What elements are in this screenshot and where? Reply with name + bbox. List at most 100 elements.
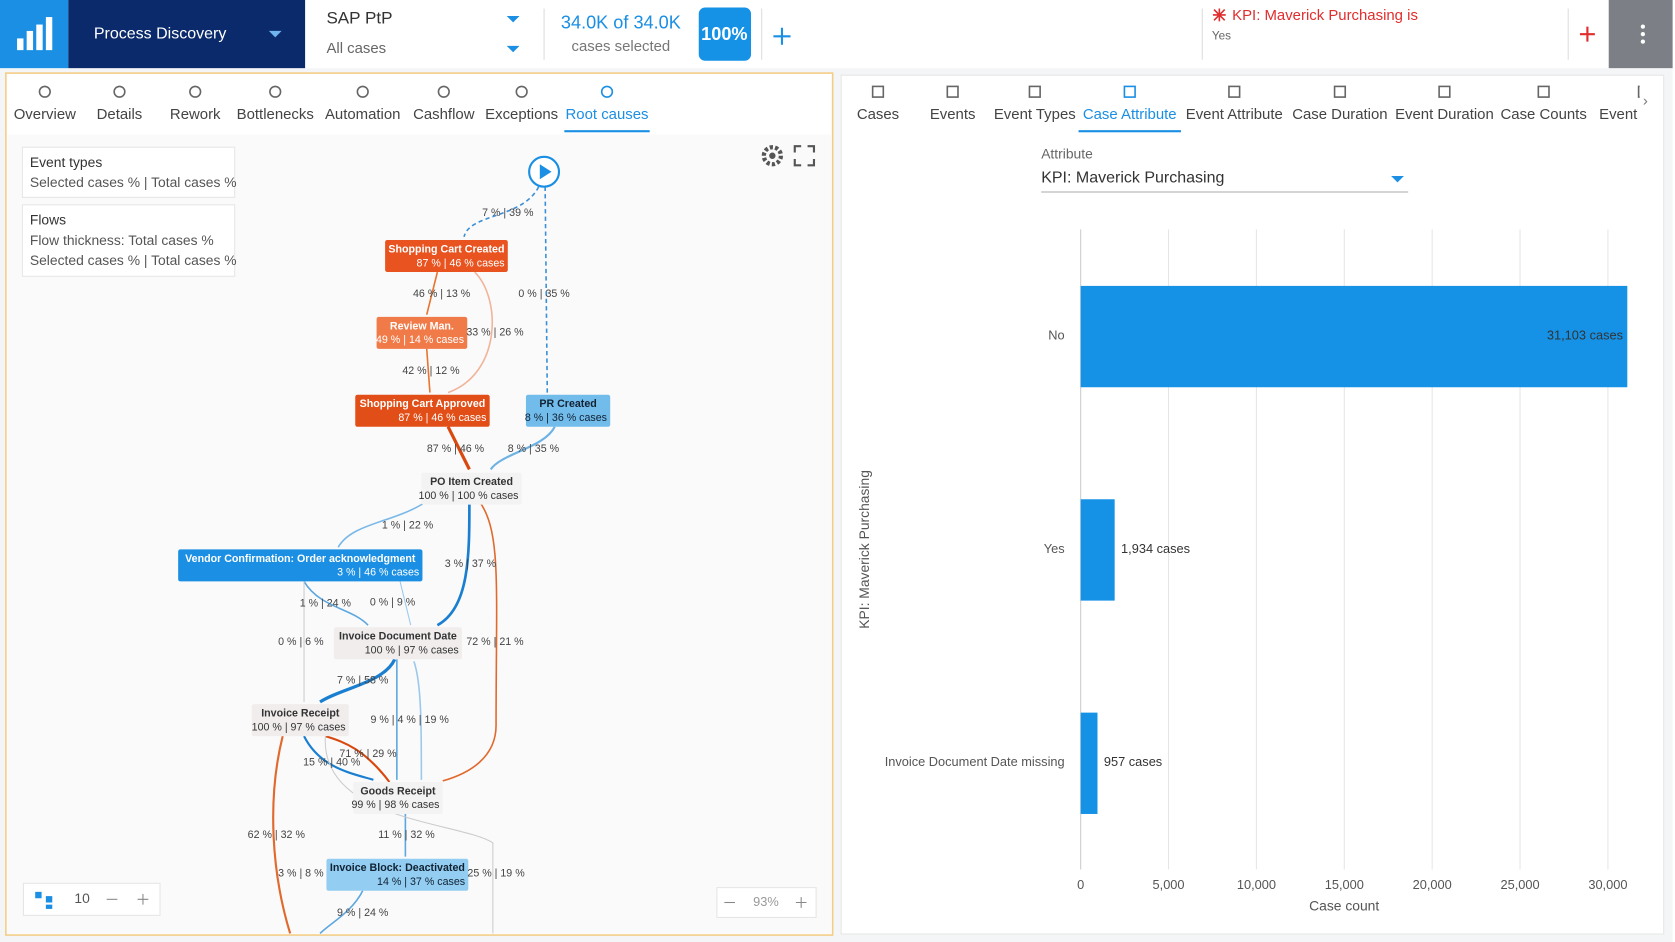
kpi-icon bbox=[1212, 8, 1226, 22]
start-node[interactable] bbox=[528, 155, 561, 188]
tab-icon bbox=[189, 85, 202, 98]
bar[interactable] bbox=[1080, 499, 1115, 601]
legend-text: Flow thickness: Total cases % bbox=[30, 232, 214, 248]
edge-label: 0 % | 6 % bbox=[278, 636, 324, 648]
y-tick-label: No bbox=[1048, 327, 1064, 342]
tab-icon bbox=[600, 85, 614, 98]
x-tick-label: 0 bbox=[1077, 877, 1084, 892]
add-kpi[interactable] bbox=[1579, 26, 1595, 42]
node-stats: 99 % | 98 % cases bbox=[351, 799, 439, 811]
logo-icon bbox=[17, 17, 53, 51]
node-box bbox=[355, 394, 490, 427]
y-axis-title: KPI: Maverick Purchasing bbox=[856, 470, 872, 629]
legend-text: Selected cases % | Total cases % bbox=[30, 252, 237, 268]
map-tab[interactable]: Root causes bbox=[566, 106, 649, 123]
process-node[interactable]: Invoice Block: Deactivated 14 % | 37 % ca… bbox=[326, 858, 469, 891]
tabs-scroll[interactable]: › bbox=[1643, 92, 1648, 109]
edge-label: 7 % | 39 % bbox=[482, 207, 534, 219]
x-tick-label: 20,000 bbox=[1413, 877, 1452, 892]
bar[interactable] bbox=[1080, 285, 1628, 388]
process-node[interactable]: Vendor Confirmation: Order acknowledgmen… bbox=[178, 549, 423, 582]
attribute-tab[interactable]: Event Duration bbox=[1395, 106, 1494, 123]
node-stats: 49 % | 14 % cases bbox=[376, 334, 464, 346]
attribute-tab[interactable]: Case Duration bbox=[1292, 106, 1387, 123]
map-tab[interactable]: Rework bbox=[170, 106, 221, 123]
node-box bbox=[326, 858, 469, 891]
tab-icon bbox=[38, 85, 51, 98]
bar[interactable] bbox=[1080, 712, 1098, 814]
attribute-label: Attribute bbox=[1041, 145, 1093, 161]
selection: 34.0K of 34.0K bbox=[561, 12, 681, 32]
attribute-tab[interactable]: Event Types bbox=[994, 106, 1076, 123]
legend-title: Flows bbox=[30, 211, 66, 227]
map-tab[interactable]: Automation bbox=[325, 106, 400, 123]
map-tab[interactable]: Exceptions bbox=[485, 106, 558, 123]
attribute-tab[interactable]: Events bbox=[930, 106, 976, 123]
process-node[interactable]: PO Item Created 100 % | 100 % cases bbox=[419, 472, 522, 505]
level-value: 10 bbox=[74, 890, 90, 906]
process-node[interactable]: Shopping Cart Created 87 % | 46 % cases bbox=[385, 240, 508, 273]
app-switcher[interactable] bbox=[68, 0, 306, 69]
process-node[interactable]: Shopping Cart Approved 87 % | 46 % cases bbox=[355, 394, 490, 427]
edge-label: 8 % | 35 % bbox=[508, 443, 560, 455]
edge-label: 62 % | 32 % bbox=[248, 829, 306, 841]
map-tab[interactable]: Bottlenecks bbox=[237, 106, 314, 123]
process-node[interactable]: Goods Receipt 99 % | 98 % cases bbox=[351, 781, 443, 814]
dataset[interactable]: SAP PtP bbox=[326, 9, 392, 28]
x-axis-title: Case count bbox=[1309, 897, 1379, 913]
attribute-tab[interactable]: Event Attribute bbox=[1186, 106, 1283, 123]
process-node[interactable]: Invoice Document Date 100 % | 97 % cases bbox=[333, 627, 462, 660]
node-label: Review Man. bbox=[390, 320, 454, 332]
edge-label: 46 % | 13 % bbox=[413, 288, 471, 300]
map-edges bbox=[272, 186, 556, 935]
tab-icon bbox=[1123, 85, 1136, 98]
case-filter[interactable]: All cases bbox=[326, 40, 386, 57]
attribute-tab[interactable]: Cases bbox=[857, 106, 899, 123]
y-tick-label: Invoice Document Date missing bbox=[885, 754, 1065, 769]
map-tab[interactable]: Overview bbox=[14, 106, 76, 123]
attribute-tab[interactable]: Case Counts bbox=[1501, 106, 1587, 123]
menu-dots bbox=[1640, 24, 1646, 44]
node-stats: 14 % | 37 % cases bbox=[377, 876, 465, 888]
attribute-tab[interactable]: Case Attribute bbox=[1083, 106, 1177, 123]
edge-label: 71 % | 29 % bbox=[339, 748, 397, 760]
legend-title: Event types bbox=[30, 154, 102, 170]
tab-icon bbox=[946, 85, 959, 98]
chart: 0 5,000 10,000 15,000 20,000 25,000 30,000 Case… bbox=[856, 229, 1628, 913]
select-arrow bbox=[1391, 176, 1404, 183]
tab-icon bbox=[1637, 85, 1640, 98]
map-tab[interactable]: Details bbox=[97, 106, 143, 123]
node-stats: 100 % | 97 % cases bbox=[365, 645, 459, 657]
node-stats: 87 % | 46 % cases bbox=[417, 257, 505, 269]
tab-icon bbox=[515, 85, 528, 98]
zoom-value: 93% bbox=[753, 894, 779, 909]
process-node[interactable]: PR Created 8 % | 36 % cases bbox=[525, 394, 611, 427]
percent: 100% bbox=[701, 24, 747, 44]
edge-label: 1 % | 24 % bbox=[300, 598, 352, 610]
tab-icon bbox=[1537, 85, 1550, 98]
node-stats: 100 % | 100 % cases bbox=[419, 490, 519, 502]
zoom-in[interactable] bbox=[795, 897, 807, 908]
map-tabs bbox=[7, 74, 832, 135]
logo[interactable] bbox=[0, 0, 69, 69]
legend-event-types: Event types Selected cases % | Total cas… bbox=[21, 146, 237, 198]
edge-label: 72 % | 21 % bbox=[466, 636, 524, 648]
map-tab[interactable]: Cashflow bbox=[413, 106, 475, 123]
active-tab-underline bbox=[1078, 130, 1181, 133]
edge-label: 3 % | 37 % bbox=[445, 558, 497, 570]
kpi-filter[interactable]: KPI: Maverick Purchasing is bbox=[1232, 7, 1418, 24]
value-label: 957 cases bbox=[1104, 754, 1162, 769]
edge-label: 15 % | 40 % bbox=[303, 757, 361, 769]
legend-box bbox=[21, 146, 236, 198]
tab-icon bbox=[269, 85, 282, 98]
edge-label: 1 % | 22 % bbox=[382, 520, 434, 532]
level-increase[interactable] bbox=[137, 893, 149, 905]
attribute-tab[interactable]: Event Counts bbox=[1599, 106, 1673, 123]
process-node[interactable]: Review Man. 49 % | 14 % cases bbox=[376, 316, 468, 349]
add-filter[interactable] bbox=[773, 27, 791, 45]
attribute-select[interactable]: KPI: Maverick Purchasing bbox=[1041, 169, 1224, 186]
tab-icon bbox=[1228, 85, 1241, 98]
fullscreen-icon[interactable] bbox=[793, 145, 816, 167]
